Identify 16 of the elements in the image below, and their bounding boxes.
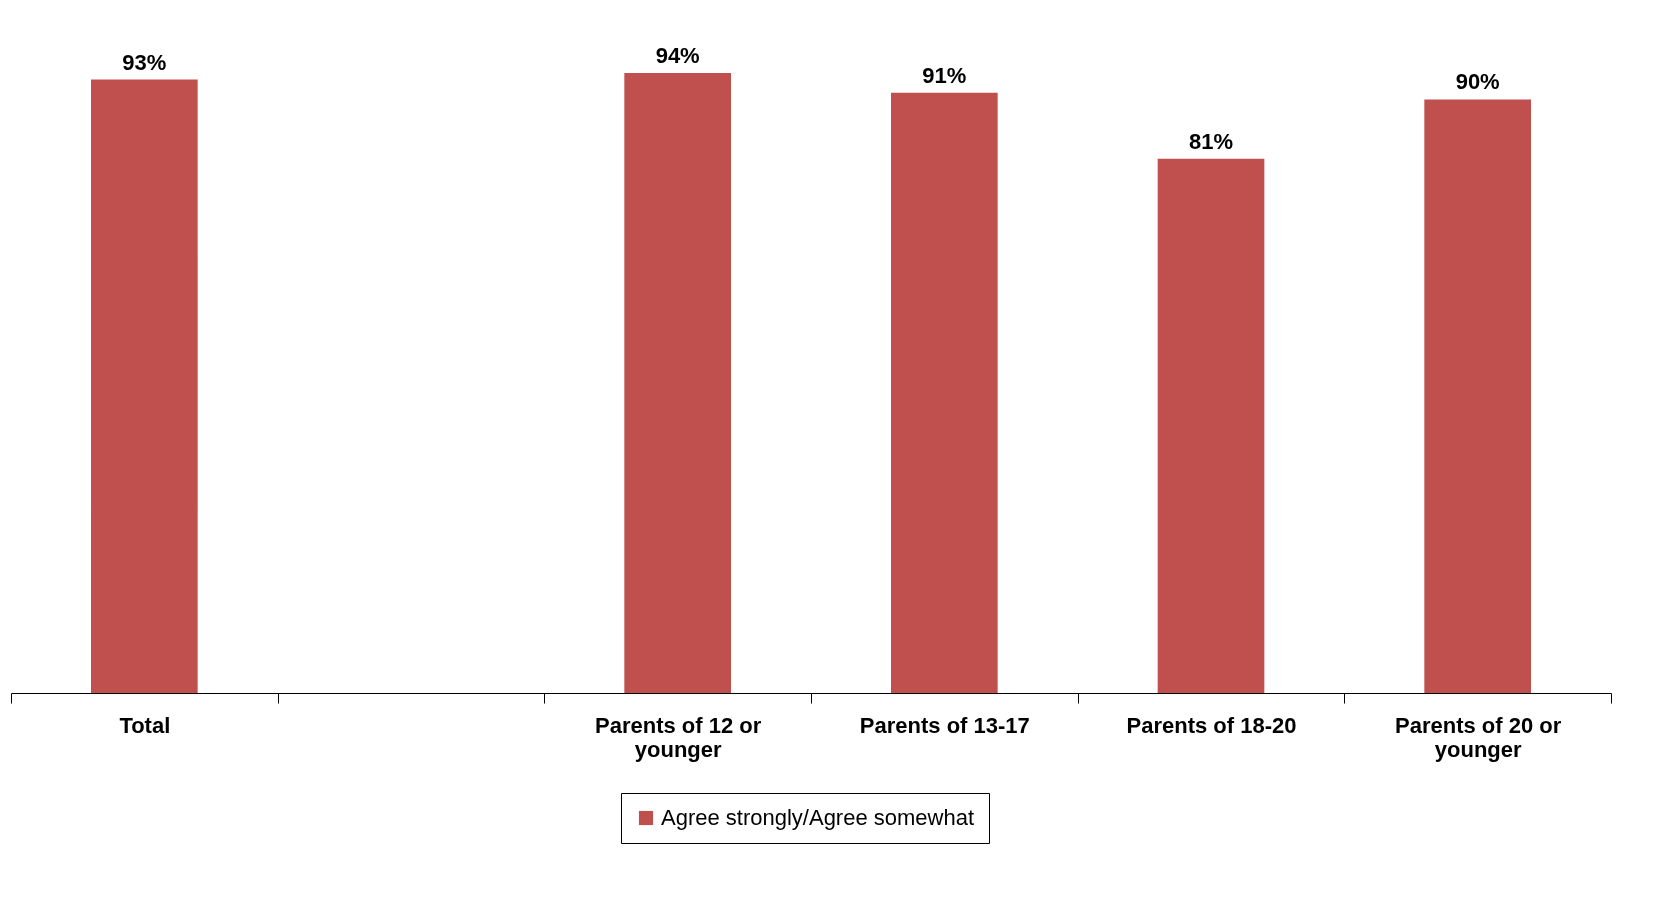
bar bbox=[1424, 99, 1531, 693]
x-tick-label: Parents of 18-20 bbox=[1126, 712, 1297, 738]
bar bbox=[891, 92, 998, 693]
data-label: 94% bbox=[655, 43, 700, 68]
bar bbox=[91, 79, 198, 693]
data-label: 91% bbox=[922, 62, 967, 88]
bar bbox=[1157, 158, 1265, 693]
x-tick-label: Parents of 20 or younger bbox=[1395, 712, 1562, 762]
x-tick-label: Parents of 13-17 bbox=[859, 712, 1030, 738]
data-label: 81% bbox=[1188, 128, 1234, 154]
legend-label: Agree strongly/Agree somewhat bbox=[661, 805, 975, 830]
x-tick-label: Parents of 12 or younger bbox=[595, 712, 762, 762]
data-label: 93% bbox=[122, 49, 167, 75]
x-tick-label: Total bbox=[119, 712, 171, 738]
bar bbox=[624, 73, 731, 693]
data-label: 90% bbox=[1455, 69, 1500, 95]
